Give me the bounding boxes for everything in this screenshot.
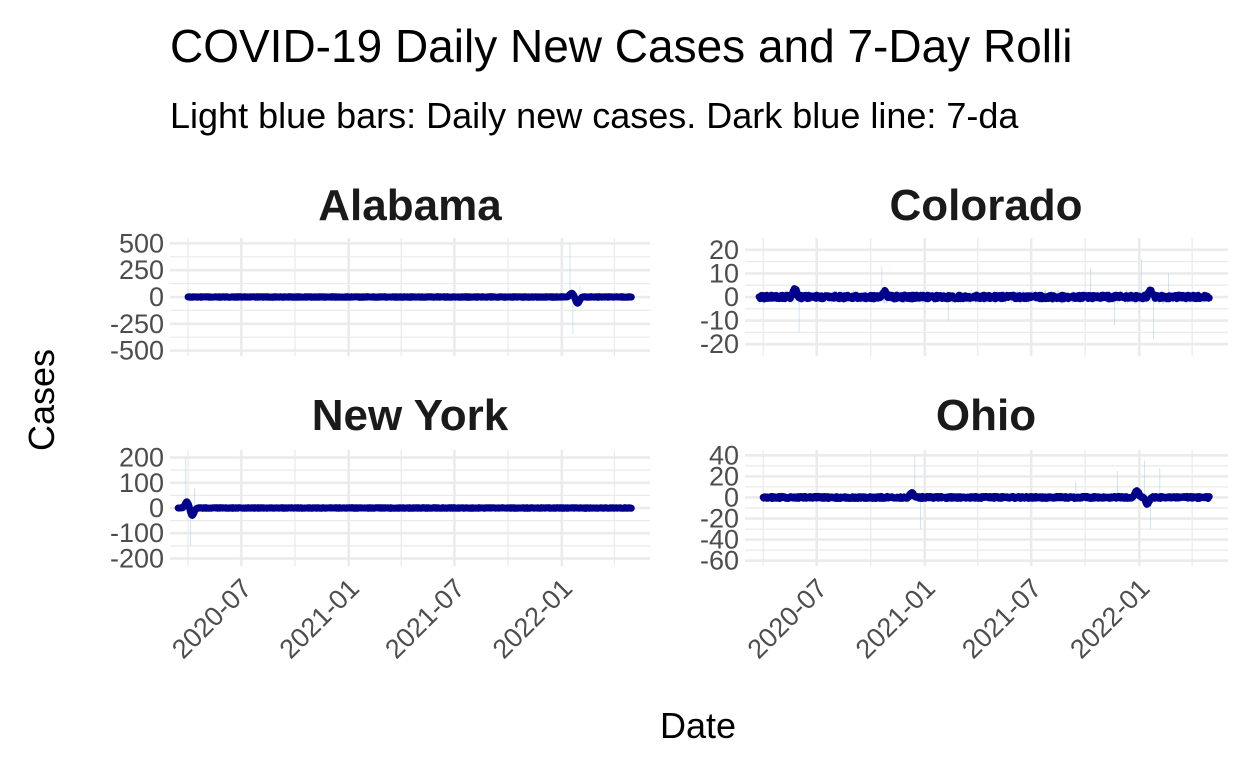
y-tick-label: 0 (724, 282, 739, 312)
y-tick-label: 0 (149, 282, 164, 312)
rolling-average-line (755, 285, 1213, 303)
x-tick-label: 2021-01 (850, 573, 941, 664)
x-tick-label: 2021-01 (274, 573, 365, 664)
panel-title: New York (312, 391, 509, 440)
panel-title: Alabama (318, 181, 502, 230)
y-axis-title: Cases (21, 349, 62, 451)
y-tick-label: -100 (110, 518, 164, 548)
rolling-average-line (174, 498, 635, 519)
y-tick-label: -40 (700, 525, 739, 555)
x-axis-title: Date (660, 705, 736, 746)
y-tick-label: 20 (709, 461, 739, 491)
y-tick-label: -200 (110, 543, 164, 573)
panel-title: Ohio (936, 391, 1036, 440)
y-tick-label: 0 (724, 482, 739, 512)
y-tick-label: -250 (110, 309, 164, 339)
y-tick-label: -10 (700, 306, 739, 336)
y-tick-label: 20 (709, 235, 739, 265)
y-tick-label: -20 (700, 504, 739, 534)
y-tick-label: 500 (119, 228, 164, 258)
y-tick-label: -60 (700, 546, 739, 576)
y-tick-label: 40 (709, 440, 739, 470)
y-tick-label: 250 (119, 255, 164, 285)
x-tick-label: 2021-07 (379, 573, 470, 664)
x-tick-label: 2020-07 (742, 573, 833, 664)
chart-subtitle: Light blue bars: Daily new cases. Dark b… (170, 95, 1019, 136)
y-tick-label: 10 (709, 258, 739, 288)
y-tick-label: 100 (119, 468, 164, 498)
rolling-average-line (184, 289, 635, 307)
chart-title: COVID-19 Daily New Cases and 7-Day Rolli (170, 20, 1072, 72)
x-tick-label: 2022-01 (487, 573, 578, 664)
y-tick-label: -500 (110, 336, 164, 366)
y-tick-label: 0 (149, 493, 164, 523)
x-tick-label: 2022-01 (1064, 573, 1155, 664)
rolling-average-line (759, 487, 1213, 508)
y-tick-label: 200 (119, 443, 164, 473)
y-tick-label: -20 (700, 329, 739, 359)
panel-title: Colorado (889, 181, 1082, 230)
x-tick-label: 2021-07 (956, 573, 1047, 664)
x-tick-label: 2020-07 (166, 573, 257, 664)
facet-panels: Alabama5002500-250-500Colorado20100-10-2… (110, 181, 1228, 664)
